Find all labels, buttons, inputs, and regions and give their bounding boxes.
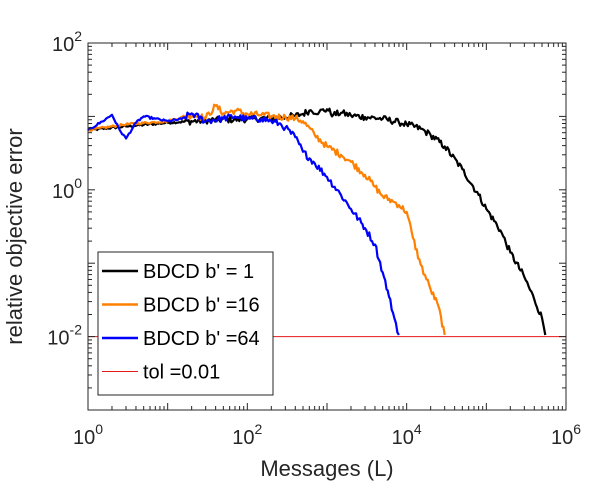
y-tick-label: 102 [52, 28, 82, 56]
x-axis-label: Messages (L) [260, 456, 393, 481]
legend-label-4: tol =0.01 [143, 362, 220, 384]
series-3-line [87, 111, 400, 336]
y-tick-label: 10-2 [47, 322, 82, 350]
legend-label-2: BDCD b' =16 [143, 295, 260, 317]
y-axis-label: relative objective error [2, 128, 27, 344]
series-2-line [87, 103, 446, 336]
ticks-layer [87, 42, 567, 411]
legend-label-1: BDCD b' = 1 [143, 261, 254, 283]
x-tick-label: 104 [392, 421, 422, 449]
legend-label-3: BDCD b' =64 [143, 328, 260, 350]
x-tick-label: 100 [73, 421, 103, 449]
series-1-line [87, 107, 547, 336]
x-tick-label: 106 [551, 421, 581, 449]
legend: BDCD b' = 1 BDCD b' =16 BDCD b' =64 tol =0.… [97, 251, 274, 396]
x-tick-label: 102 [232, 421, 262, 449]
tick-labels: 100 102 104 106 10-2 100 102 [47, 28, 581, 449]
y-tick-label: 100 [52, 175, 82, 203]
